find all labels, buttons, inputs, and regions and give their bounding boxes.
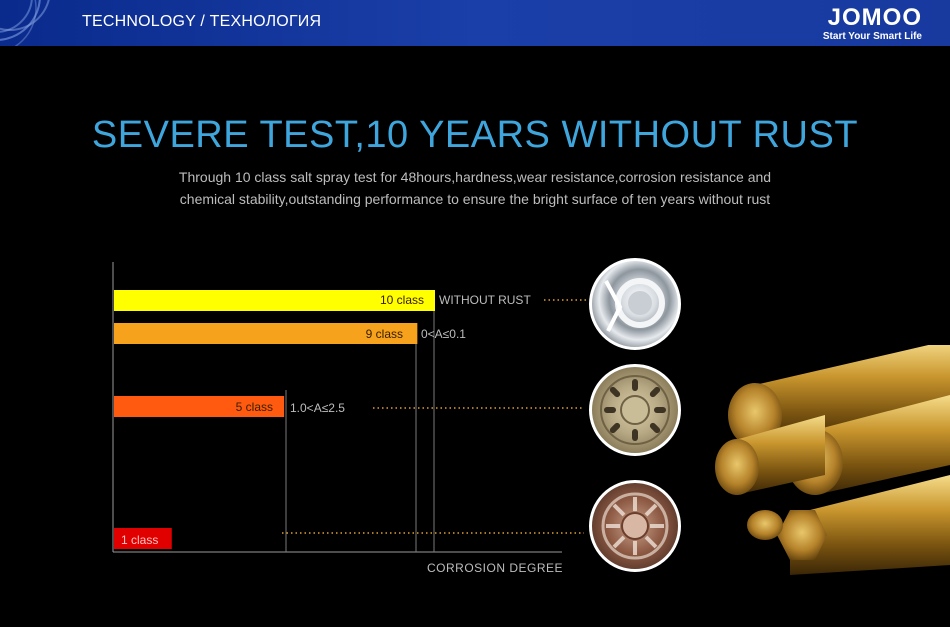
annotation-5: 1.0<A≤2.5 [290, 401, 345, 415]
bar-label-10: 10 class [380, 293, 424, 307]
subline-1: Through 10 class salt spray test for 48h… [178, 169, 772, 185]
brand-logo: JOMOO Start Your Smart Life [823, 6, 922, 43]
bar-9-class [114, 323, 418, 344]
annotation-10: WITHOUT RUST [439, 293, 531, 307]
bar-5-class [114, 396, 285, 417]
circle-pattern-icon [0, 0, 50, 46]
headline: SEVERE TEST,10 YEARS WITHOUT RUST [91, 114, 859, 156]
bar-label-5: 5 class [236, 400, 273, 414]
gold-rods-icon [715, 345, 950, 575]
brand-tagline: Start Your Smart Life [822, 31, 922, 42]
bar-label-1: 1 class [121, 533, 158, 547]
chrome-disc-icon [589, 258, 681, 350]
bar-label-9: 9 class [366, 327, 403, 341]
annotation-9: 0<A≤0.1 [421, 327, 466, 341]
brand-name: JOMOO [827, 4, 922, 31]
subline-2: chemical stability,outstanding performan… [179, 191, 771, 207]
bar-10-class [114, 290, 435, 311]
brass-strainer-icon [589, 364, 681, 456]
bar-1-class [114, 528, 172, 549]
corroded-strainer-icon [589, 480, 681, 572]
header-bar: TECHNOLOGY / ТЕХНОЛОГИЯ JOMOO Start Your… [0, 0, 950, 46]
x-axis-label: CORROSION DEGREE [427, 561, 563, 575]
section-title: TECHNOLOGY / ТЕХНОЛОГИЯ [82, 13, 322, 30]
